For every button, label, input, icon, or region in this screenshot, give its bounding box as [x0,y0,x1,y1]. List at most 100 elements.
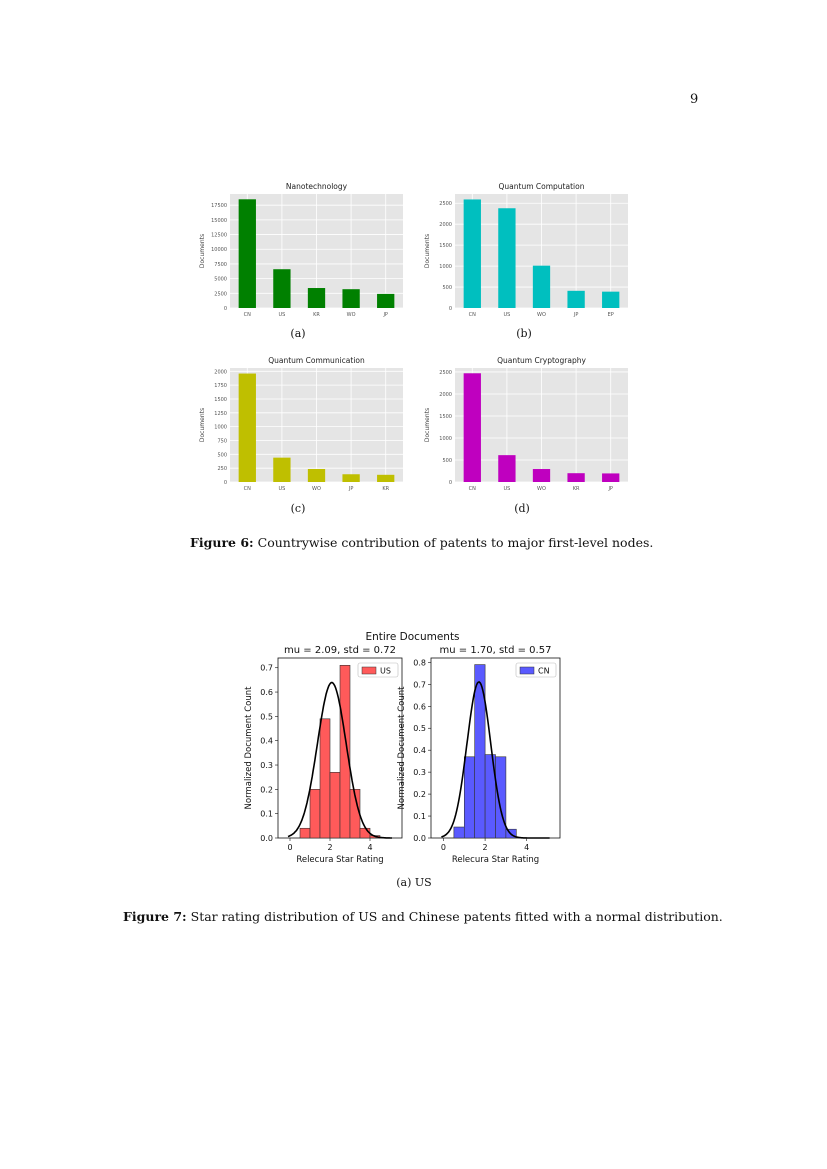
histogram-bin [309,789,321,839]
x-tick-label: WO [347,312,356,318]
y-axis-label: Documents [424,408,431,442]
x-tick-label: CN [244,312,251,318]
x-tick-label: WO [537,312,546,318]
bar-wo [342,289,360,308]
y-tick-label: 2500 [439,201,452,207]
x-tick-label: JP [348,486,354,492]
x-tick-label: 2 [483,843,488,852]
y-tick-label: 1500 [439,243,452,249]
y-tick-label: 10000 [211,247,227,253]
bar-us [498,208,516,308]
x-tick-label: JP [607,486,613,492]
legend-label: CN [538,667,550,676]
figure-7-subcaption: (a) US [396,876,432,889]
histogram-bin [495,756,507,839]
histogram-bin [339,664,351,839]
y-tick-label: 500 [442,458,452,464]
y-tick-label: 7500 [214,262,227,268]
y-tick-label: 0 [449,480,452,486]
bar-wo [532,469,551,482]
bar-jp [342,474,360,482]
x-tick-label: JP [382,312,388,318]
y-tick-label: 15000 [211,218,227,224]
y-tick-label: 12500 [211,233,227,239]
y-tick-label: 0 [224,306,227,312]
x-tick-label: US [278,486,285,492]
bar-kr [377,474,395,482]
y-tick-label: 750 [217,438,227,444]
x-tick-label: 0 [441,843,446,852]
figure-7-suptitle: Entire Documents [365,631,460,643]
histogram-cn: mu = 1.70, std = 0.57 0.0 0.1 0.2 0.3 0.4 0.5 0… [395,641,565,869]
histogram-bin [359,827,371,839]
y-tick-label: 1000 [439,436,452,442]
bar-cn [463,199,481,308]
x-tick-label: KR [382,486,389,492]
bar-us [273,457,291,482]
y-axis-label: Documents [199,408,206,442]
bar-us [498,455,516,482]
y-axis-label: Normalized Document Count [244,686,254,810]
x-tick-label: KR [313,312,320,318]
y-axis-label: Normalized Document Count [397,686,407,810]
y-tick-label: 2000 [439,222,452,228]
x-tick-label: 0 [287,843,292,852]
bar-kr [567,473,585,482]
y-tick-label: 1500 [439,414,452,420]
y-tick-label: 1500 [214,397,227,403]
legend-swatch [519,666,535,675]
y-tick-label: 2000 [439,392,452,398]
x-tick-label: US [278,312,285,318]
bar-ep [602,291,620,308]
chart-title: Nanotechnology [286,182,348,191]
y-tick-label: 1750 [214,383,227,389]
x-tick-label: 2 [327,843,332,852]
chart-title: Quantum Cryptography [497,356,586,365]
bar-wo [532,265,551,308]
figure-7-label: Figure 7: [123,909,187,924]
y-tick-label: 0.7 [260,664,273,673]
subcaption-b: (b) [516,327,532,340]
x-tick-label: CN [469,486,476,492]
y-tick-label: 1250 [214,411,227,417]
x-tick-label: 4 [367,843,372,852]
bar-cn [463,373,481,482]
x-tick-label: WO [537,486,546,492]
figure-6-label: Figure 6: [190,535,254,550]
y-tick-label: 0.8 [413,658,426,667]
x-tick-label: JP [573,312,579,318]
histogram-bin [453,826,465,839]
subcaption-c: (c) [290,502,306,515]
histogram-bin [474,664,486,839]
x-tick-label: US [503,486,510,492]
x-tick-label: CN [469,312,476,318]
y-tick-label: 2000 [214,369,227,375]
x-tick-label: EP [608,312,614,318]
y-tick-label: 0.3 [413,768,426,777]
figure-7-text: Star rating distribution of US and Chine… [190,909,723,924]
y-tick-label: 0.4 [413,746,426,755]
histogram-bin [463,756,475,839]
x-tick-label: KR [573,486,580,492]
x-axis-label: Relecura Star Rating [452,855,539,865]
y-tick-label: 0.2 [413,790,426,799]
y-tick-label: 2500 [439,370,452,376]
subcaption-a: (a) [290,327,306,340]
y-tick-label: 250 [217,466,227,472]
y-axis-label: Documents [199,234,206,268]
bar-chart-quantum-communication: Quantum Communication 0 250 500 750 1000 1250 1… [195,352,410,497]
bar-chart-quantum-computation: Quantum Computation 0 500 1000 1500 2000 2500 C… [420,178,635,323]
y-tick-label: 0.1 [413,812,426,821]
y-tick-label: 1000 [439,264,452,270]
bar-jp [377,293,395,308]
histogram-bin [319,718,331,839]
y-tick-label: 0.5 [413,724,426,733]
y-tick-label: 0.6 [260,688,273,697]
y-tick-label: 500 [217,452,227,458]
y-axis-label: Documents [424,234,431,268]
y-tick-label: 500 [442,285,452,291]
histogram-bin [299,827,311,839]
chart-title: Quantum Communication [268,356,365,365]
y-tick-label: 0.7 [413,680,426,689]
subcaption-d: (d) [514,502,530,515]
